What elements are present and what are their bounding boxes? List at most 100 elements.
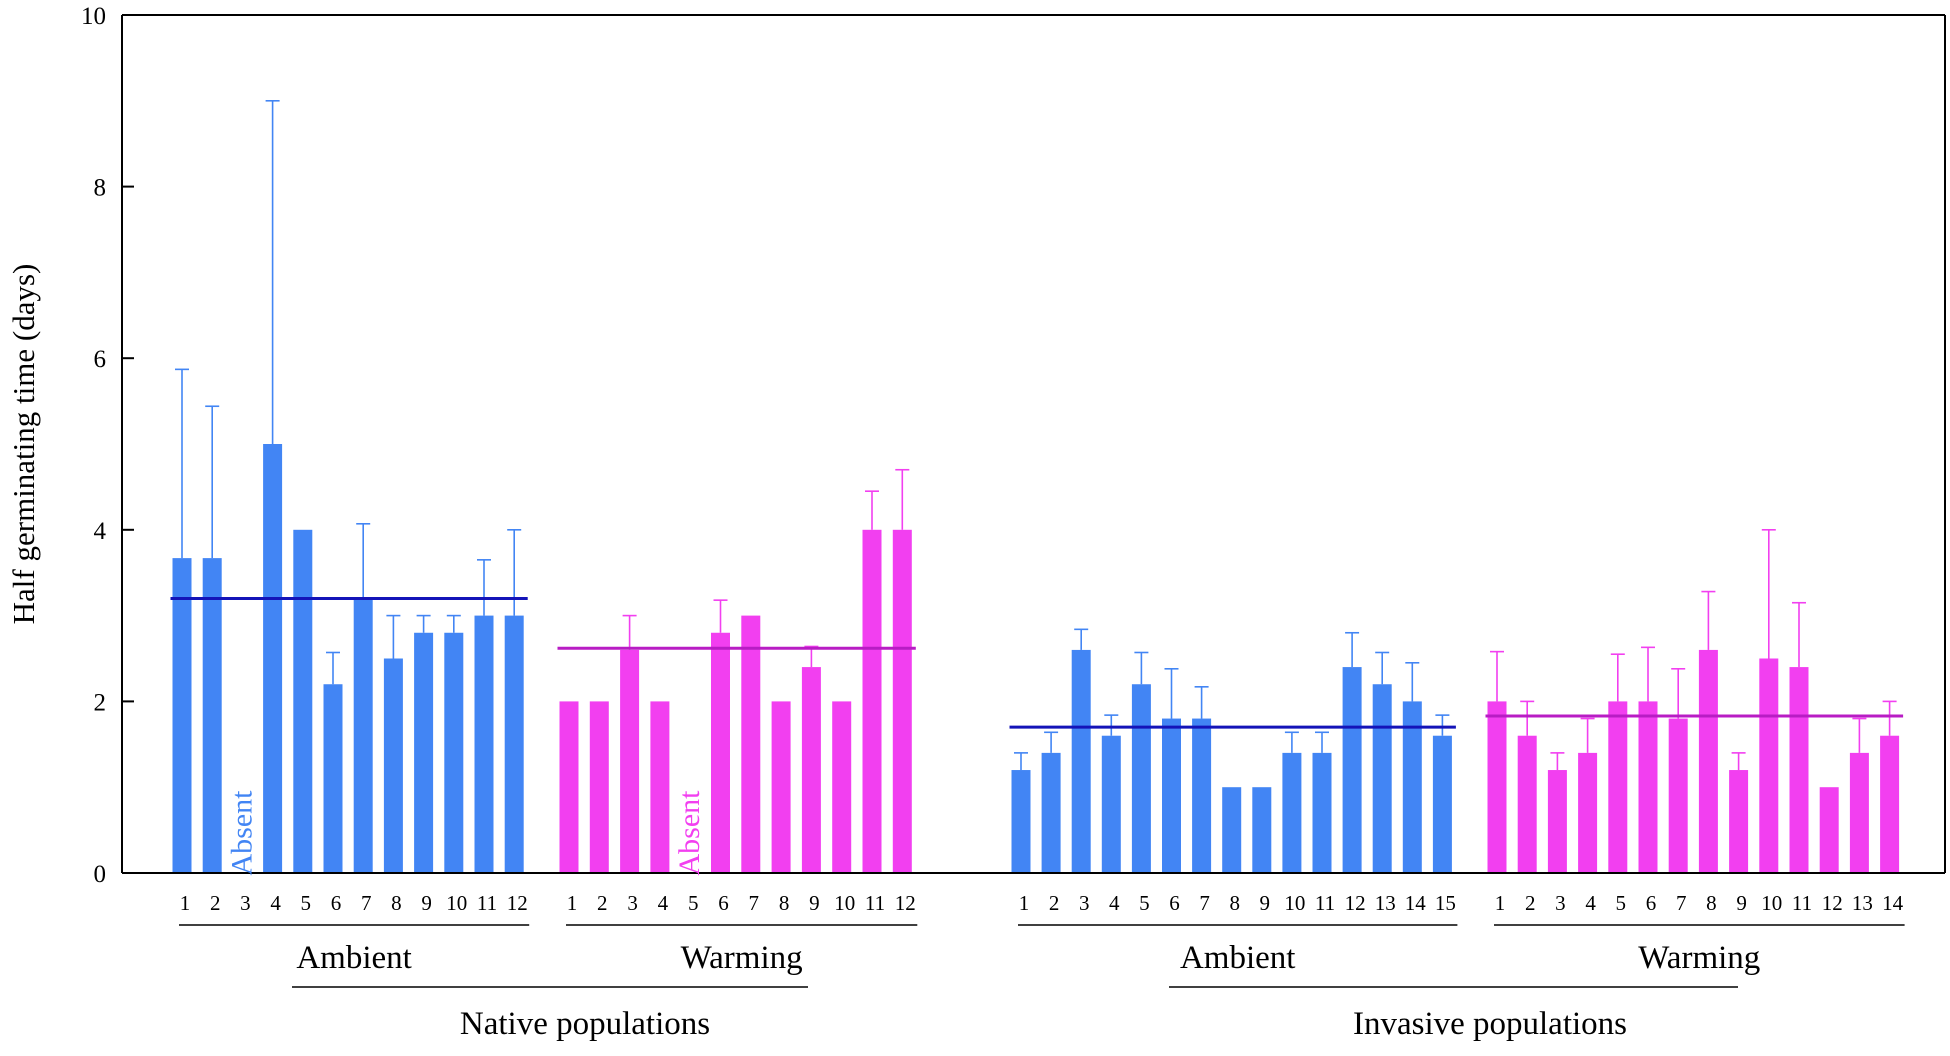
y-tick-label: 8 [94,175,107,202]
bar [1517,735,1537,873]
axes-layer [121,14,1946,874]
bar [1698,649,1718,873]
x-category-label: 12 [895,891,916,915]
bar [1131,684,1151,873]
section-label: Native populations [460,1006,710,1042]
x-category-label: 4 [270,891,281,915]
x-category-label: 3 [1079,891,1090,915]
bar [1729,770,1749,873]
bar [323,684,343,873]
bar [1789,667,1809,873]
bar [650,701,670,873]
x-category-label: 3 [1555,891,1566,915]
bar [1071,649,1091,873]
bar [1282,752,1302,873]
x-category-label: 1 [1495,891,1506,915]
bar [444,632,464,873]
x-category-label: 9 [809,891,820,915]
bar [414,632,434,873]
x-category-label: 5 [688,891,699,915]
bar [202,558,222,873]
bar [1041,752,1061,873]
bar [711,632,730,873]
y-tick-label: 4 [94,518,107,545]
bar [620,649,640,873]
x-category-label: 4 [1109,891,1120,915]
treatment-label: Ambient [296,940,411,976]
x-category-label: 9 [1260,891,1271,915]
x-category-label: 3 [627,891,638,915]
x-category-label: 10 [446,891,467,915]
x-category-label: 6 [1646,891,1657,915]
x-category-label: 4 [1585,891,1596,915]
x-category-label: 1 [1019,891,1030,915]
bar [1819,787,1839,873]
bar [862,529,882,873]
bar [741,615,761,873]
treatment-label: Ambient [1180,940,1295,976]
x-category-label: 5 [1139,891,1150,915]
x-category-label: 1 [180,891,191,915]
bar [1162,718,1181,873]
x-category-label: 9 [1736,891,1747,915]
x-category-label: 5 [301,891,312,915]
bar [353,598,373,873]
x-category-label: 12 [1345,891,1366,915]
y-tick-label: 10 [81,3,106,30]
mean-lines-layer [170,596,1904,729]
x-category-label: 7 [749,891,760,915]
bar [1011,770,1031,873]
bar [1222,787,1242,873]
bar [832,701,852,873]
bar [1668,718,1688,873]
x-category-label: 11 [865,891,885,915]
x-category-label: 11 [1792,891,1812,915]
bar [293,529,313,873]
bar [1192,718,1212,873]
x-category-label: 6 [718,891,729,915]
bar [1608,701,1628,873]
bar [1252,787,1272,873]
treatment-label: Warming [681,940,803,976]
x-category-label: 7 [1199,891,1210,915]
bar [1342,667,1362,873]
y-tick-label: 0 [94,861,107,888]
x-category-label: 8 [391,891,402,915]
treatment-label: Warming [1638,940,1760,976]
x-category-label: 8 [1706,891,1717,915]
bar [559,701,579,873]
x-category-label: 8 [779,891,790,915]
bars-layer [172,444,1900,873]
x-category-label: 12 [507,891,528,915]
bar [1759,658,1779,873]
bar [504,615,524,873]
absent-label: Absent [673,790,706,876]
x-category-label: 2 [597,891,608,915]
x-category-label: 13 [1375,891,1396,915]
absent-label: Absent [225,790,258,876]
y-tick-label: 6 [94,346,107,373]
x-category-label: 2 [1049,891,1060,915]
bar [1402,701,1422,873]
x-category-label: 9 [421,891,432,915]
x-category-label: 14 [1882,891,1904,915]
x-category-label: 2 [210,891,221,915]
x-category-label: 14 [1405,891,1427,915]
x-category-label: 10 [1284,891,1305,915]
bar [1101,735,1121,873]
x-category-label: 12 [1822,891,1843,915]
x-category-label: 1 [567,891,578,915]
x-category-label: 5 [1616,891,1627,915]
bar [474,615,494,873]
x-category-label: 4 [658,891,669,915]
x-category-label: 2 [1525,891,1536,915]
bar [1372,684,1392,873]
x-category-label: 11 [1315,891,1335,915]
x-category-label: 3 [240,891,251,915]
bar [1638,701,1658,873]
bar [383,658,403,873]
x-category-label: 10 [1761,891,1782,915]
bar [771,701,791,873]
